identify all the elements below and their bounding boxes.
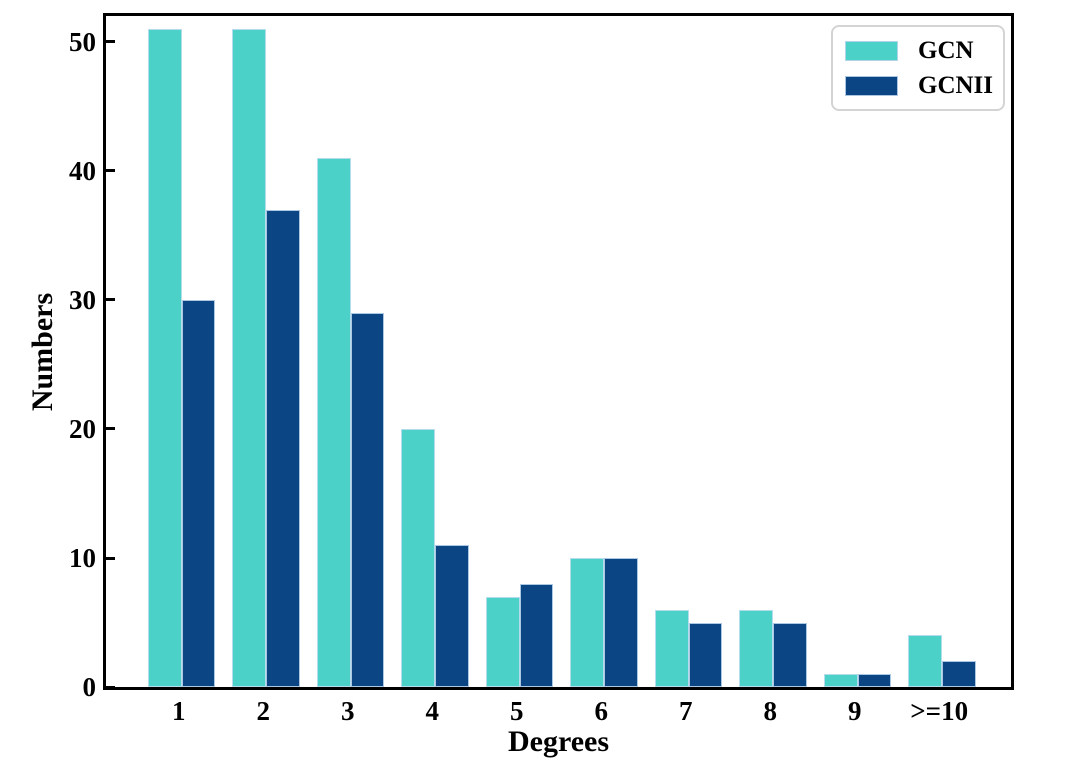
bar-gcn-degree-5 bbox=[485, 596, 520, 687]
legend-swatch-gcn bbox=[845, 41, 898, 61]
legend: GCN GCNII bbox=[831, 25, 1005, 111]
x-tick-label-8: 8 bbox=[763, 696, 777, 726]
bar-gcn-degree-3 bbox=[316, 157, 351, 687]
y-tick-label-10: 10 bbox=[69, 543, 96, 573]
bar-gcn-degree-4 bbox=[401, 428, 436, 687]
bar-gcn-degree-7 bbox=[654, 609, 689, 687]
bar-gcnii-degree-9 bbox=[857, 674, 892, 687]
y-tick-mark-0 bbox=[106, 685, 115, 689]
bar-gcnii-degree-2 bbox=[266, 209, 300, 687]
bar-gcnii-degree-3 bbox=[350, 312, 385, 687]
x-tick-label-2: 2 bbox=[256, 696, 270, 726]
legend-label-gcn: GCN bbox=[918, 37, 974, 64]
plot-area: GCN GCNII bbox=[103, 13, 1014, 690]
x-tick-label-1: 1 bbox=[171, 696, 186, 726]
legend-entry-gcn: GCN bbox=[845, 37, 991, 65]
y-axis-title: Numbers bbox=[11, 0, 75, 704]
y-tick-mark-30 bbox=[106, 298, 115, 302]
x-tick-label-7: 7 bbox=[678, 696, 693, 726]
bar-gcnii-degree-4 bbox=[435, 545, 469, 687]
bar-gcn-degree-1 bbox=[147, 28, 182, 687]
x-tick-label-4: 4 bbox=[425, 696, 439, 726]
bar-gcn-degree-9 bbox=[823, 674, 858, 687]
bar-gcn-degree->=10 bbox=[908, 635, 943, 687]
y-tick-mark-20 bbox=[106, 427, 115, 431]
x-tick-label-9: 9 bbox=[847, 696, 862, 726]
bar-gcn-degree-2 bbox=[232, 28, 267, 687]
bar-gcnii-degree-6 bbox=[604, 558, 638, 687]
legend-label-gcnii: GCNII bbox=[918, 72, 994, 99]
y-tick-label-50: 50 bbox=[69, 26, 96, 57]
legend-swatch-gcnii bbox=[845, 76, 898, 96]
x-tick-label-3: 3 bbox=[340, 696, 355, 726]
bar-gcn-degree-6 bbox=[570, 558, 605, 687]
x-tick-label-6: 6 bbox=[594, 696, 608, 726]
y-tick-label-30: 30 bbox=[69, 284, 96, 315]
bar-gcn-degree-8 bbox=[739, 609, 774, 687]
legend-entry-gcnii: GCNII bbox=[845, 72, 994, 100]
y-tick-label-20: 20 bbox=[69, 413, 96, 444]
bar-gcnii-degree->=10 bbox=[942, 661, 976, 687]
y-tick-label-40: 40 bbox=[69, 155, 96, 186]
x-tick-label->=10: >=10 bbox=[910, 696, 969, 726]
x-axis-title: Degrees bbox=[507, 725, 610, 758]
bar-gcnii-degree-1 bbox=[181, 299, 216, 687]
bar-gcnii-degree-5 bbox=[519, 583, 554, 687]
bar-gcnii-degree-8 bbox=[773, 622, 807, 687]
bar-gcnii-degree-7 bbox=[688, 622, 723, 687]
y-tick-mark-50 bbox=[106, 40, 115, 44]
x-tick-label-5: 5 bbox=[509, 696, 524, 726]
y-tick-label-0: 0 bbox=[82, 672, 97, 702]
y-tick-mark-40 bbox=[106, 169, 115, 173]
y-tick-mark-10 bbox=[106, 556, 115, 560]
